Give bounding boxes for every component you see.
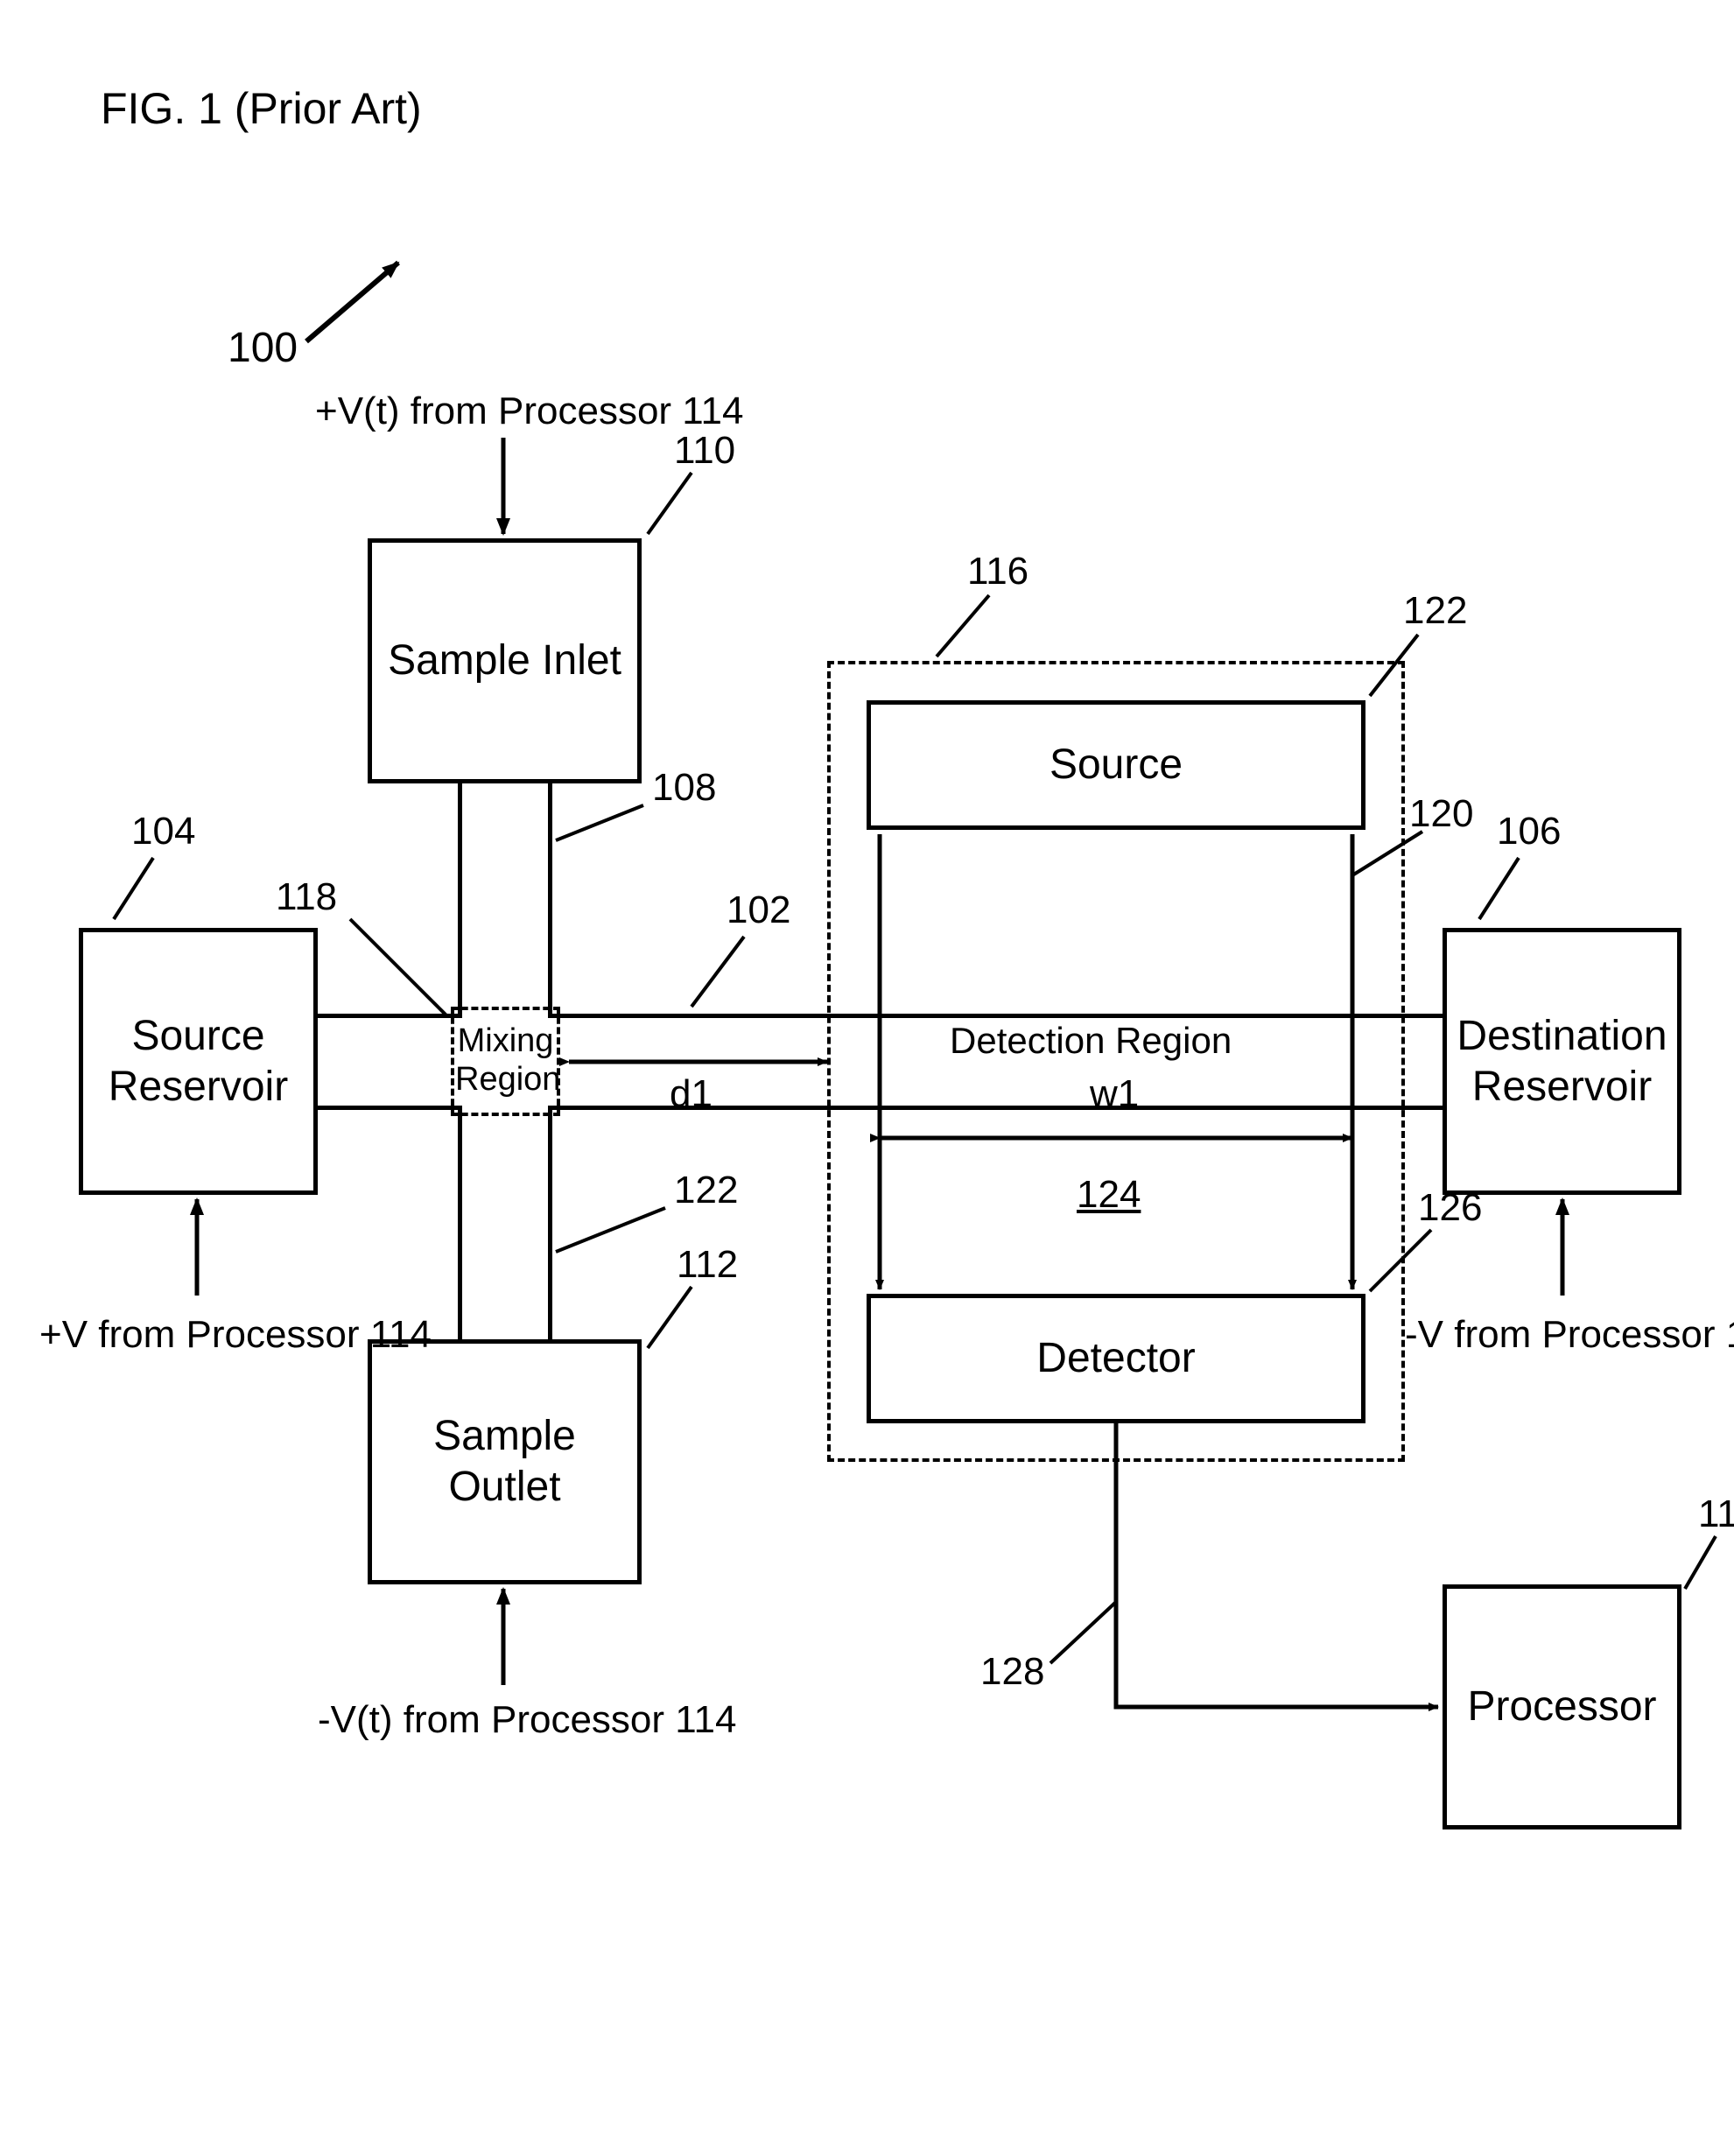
vin-source-res: +V from Processor 114 [39,1313,432,1357]
detector-box: Detector [867,1294,1365,1423]
d1-label: d1 [670,1072,713,1116]
ref-120: 120 [1409,792,1473,836]
ref-114: 114 [1698,1492,1734,1536]
ref-116: 116 [967,550,1028,593]
sample-outlet-box: Sample Outlet [368,1339,642,1584]
vin-dest-res: -V from Processor 114 [1405,1313,1734,1357]
w1-label: w1 [1090,1072,1139,1116]
diagram-canvas: FIG. 1 (Prior Art) Mixing Region Source … [0,0,1734,2156]
destination-reservoir-box: Destination Reservoir [1443,928,1681,1195]
detection-region-label: Detection Region [950,1020,1232,1062]
sample-inlet-box: Sample Inlet [368,538,642,783]
ref-110: 110 [674,429,735,473]
figure-title: FIG. 1 (Prior Art) [101,83,422,134]
outlet-channel [458,1106,552,1344]
source-reservoir-label: Source Reservoir [83,1011,313,1112]
sample-inlet-label: Sample Inlet [388,636,621,686]
source-box: Source [867,700,1365,830]
ref-112: 112 [677,1243,738,1287]
ref-108: 108 [652,766,716,810]
ref-102: 102 [727,888,790,932]
ref-122-outlet: 122 [674,1169,738,1212]
vin-inlet: +V(t) from Processor 114 [315,390,743,433]
ref-118: 118 [276,875,337,919]
source-reservoir-box: Source Reservoir [79,928,318,1195]
ref-106: 106 [1497,810,1561,853]
ref-124: 124 [1077,1173,1141,1217]
inlet-channel [458,779,552,1018]
vin-outlet: -V(t) from Processor 114 [318,1698,736,1742]
ref-104: 104 [131,810,195,853]
ref-126: 126 [1418,1186,1482,1230]
ref-122-source: 122 [1403,589,1467,633]
destination-reservoir-label: Destination Reservoir [1447,1011,1677,1112]
processor-label: Processor [1467,1682,1656,1732]
detector-label: Detector [1036,1333,1195,1384]
mixing-region-label: Mixing Region [455,1022,556,1099]
source-label: Source [1050,740,1183,790]
ref-100: 100 [228,324,298,372]
processor-box: Processor [1443,1584,1681,1829]
ref-128: 128 [980,1650,1044,1694]
sample-outlet-label: Sample Outlet [372,1411,637,1512]
